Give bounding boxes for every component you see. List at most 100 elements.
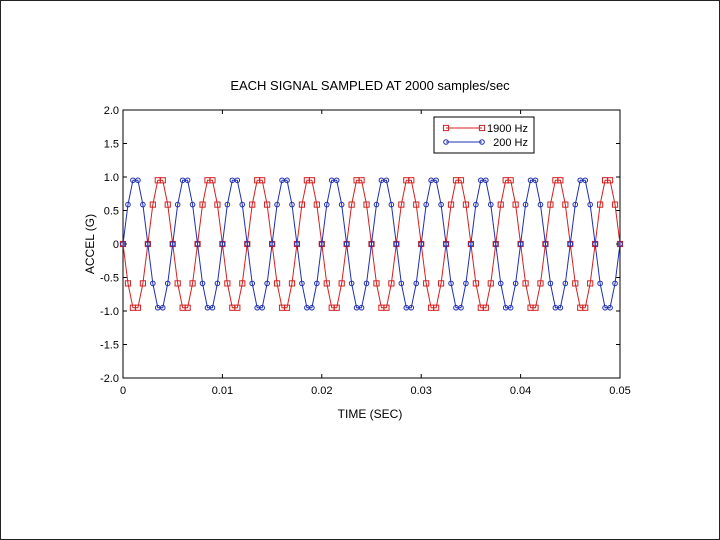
data-point-200-hz bbox=[323, 201, 330, 208]
chart-title: EACH SIGNAL SAMPLED AT 2000 samples/sec bbox=[230, 78, 510, 93]
y-tick-label: -1.5 bbox=[100, 340, 119, 352]
data-point-1900-hz bbox=[323, 280, 330, 287]
data-point-200-hz bbox=[219, 241, 226, 247]
legend-marker bbox=[479, 139, 485, 145]
data-point-200-hz bbox=[169, 241, 176, 247]
data-point-1900-hz bbox=[273, 280, 281, 287]
y-tick-label: 1.0 bbox=[104, 172, 119, 184]
data-point-200-hz bbox=[443, 241, 449, 247]
data-point-1900-hz bbox=[259, 177, 266, 184]
data-point-1900-hz bbox=[189, 280, 196, 287]
legend-marker bbox=[443, 139, 449, 145]
y-tick-label: 0 bbox=[113, 239, 119, 251]
data-point-200-hz bbox=[348, 280, 355, 287]
data-point-200-hz bbox=[473, 201, 479, 208]
data-point-1900-hz bbox=[363, 201, 370, 208]
data-point-200-hz bbox=[507, 304, 514, 311]
data-point-1900-hz bbox=[224, 280, 231, 287]
data-point-200-hz bbox=[199, 280, 206, 287]
data-point-200-hz bbox=[338, 201, 345, 208]
data-point-1900-hz bbox=[398, 201, 405, 208]
data-point-200-hz bbox=[269, 241, 275, 247]
data-point-200-hz bbox=[164, 280, 171, 287]
data-point-1900-hz bbox=[472, 280, 479, 287]
data-point-1900-hz bbox=[537, 280, 544, 287]
data-point-200-hz bbox=[557, 304, 564, 311]
data-point-1900-hz bbox=[209, 177, 216, 184]
data-point-1900-hz bbox=[557, 177, 564, 184]
data-point-200-hz bbox=[617, 241, 623, 247]
data-point-200-hz bbox=[537, 201, 544, 208]
data-point-200-hz bbox=[259, 304, 265, 311]
data-point-200-hz bbox=[239, 201, 246, 208]
data-point-1900-hz bbox=[497, 201, 504, 208]
data-point-1900-hz bbox=[283, 304, 291, 311]
data-point-200-hz bbox=[418, 241, 425, 247]
data-point-200-hz bbox=[284, 177, 290, 184]
data-point-1900-hz bbox=[124, 280, 132, 287]
data-point-200-hz bbox=[194, 241, 201, 247]
data-point-1900-hz bbox=[582, 304, 589, 311]
y-tick-label: 2.0 bbox=[104, 105, 119, 117]
data-point-1900-hz bbox=[572, 280, 579, 287]
data-point-200-hz bbox=[517, 241, 524, 247]
x-tick-label: 0.02 bbox=[311, 385, 332, 397]
data-point-1900-hz bbox=[606, 177, 614, 184]
data-point-200-hz bbox=[189, 201, 196, 208]
data-point-1900-hz bbox=[199, 201, 206, 208]
x-axis-label: TIME (SEC) bbox=[338, 407, 403, 421]
data-point-1900-hz bbox=[214, 201, 221, 208]
data-point-200-hz bbox=[120, 241, 126, 247]
data-point-200-hz bbox=[393, 241, 400, 247]
data-point-200-hz bbox=[289, 201, 295, 208]
data-point-200-hz bbox=[373, 201, 380, 208]
data-point-1900-hz bbox=[522, 280, 529, 287]
data-point-200-hz bbox=[224, 201, 231, 208]
data-point-1900-hz bbox=[239, 280, 246, 287]
data-point-200-hz bbox=[572, 201, 579, 208]
data-point-1900-hz bbox=[264, 201, 271, 208]
data-point-1900-hz bbox=[388, 280, 395, 287]
data-point-1900-hz bbox=[482, 304, 489, 311]
data-point-200-hz bbox=[309, 304, 315, 311]
x-tick-label: 0.01 bbox=[212, 385, 233, 397]
data-point-1900-hz bbox=[447, 201, 455, 208]
data-point-1900-hz bbox=[373, 280, 380, 287]
data-point-200-hz bbox=[264, 280, 270, 287]
data-point-1900-hz bbox=[164, 201, 171, 208]
data-point-200-hz bbox=[567, 241, 574, 247]
data-point-200-hz bbox=[607, 304, 613, 311]
data-point-1900-hz bbox=[532, 304, 539, 311]
data-point-1900-hz bbox=[174, 280, 181, 287]
data-point-200-hz bbox=[408, 304, 415, 311]
data-point-200-hz bbox=[209, 304, 216, 311]
legend-entry-200-hz: 200 Hz bbox=[443, 137, 528, 149]
data-point-1900-hz bbox=[333, 304, 340, 311]
data-point-1900-hz bbox=[587, 280, 594, 287]
data-point-1900-hz bbox=[358, 177, 365, 184]
legend-marker bbox=[478, 124, 486, 132]
data-point-1900-hz bbox=[234, 304, 241, 311]
data-point-1900-hz bbox=[298, 201, 306, 208]
data-point-1900-hz bbox=[507, 177, 514, 184]
x-tick-label: 0 bbox=[120, 385, 126, 397]
data-point-200-hz bbox=[150, 280, 156, 287]
data-point-1900-hz bbox=[313, 201, 320, 208]
data-point-200-hz bbox=[448, 280, 454, 287]
legend-marker bbox=[442, 124, 450, 132]
data-point-200-hz bbox=[542, 241, 549, 247]
data-point-200-hz bbox=[214, 280, 221, 287]
data-point-200-hz bbox=[314, 280, 320, 287]
x-tick-label: 0.04 bbox=[510, 385, 531, 397]
data-point-200-hz bbox=[234, 177, 241, 184]
data-point-200-hz bbox=[145, 241, 151, 247]
data-point-200-hz bbox=[125, 201, 131, 208]
data-point-200-hz bbox=[468, 241, 474, 247]
data-point-200-hz bbox=[274, 201, 280, 208]
data-point-200-hz bbox=[388, 201, 395, 208]
data-point-1900-hz bbox=[423, 280, 430, 287]
data-point-1900-hz bbox=[184, 304, 191, 311]
data-point-200-hz bbox=[398, 280, 405, 287]
series-200-hz bbox=[120, 177, 623, 311]
legend-label: 200 Hz bbox=[493, 137, 528, 149]
